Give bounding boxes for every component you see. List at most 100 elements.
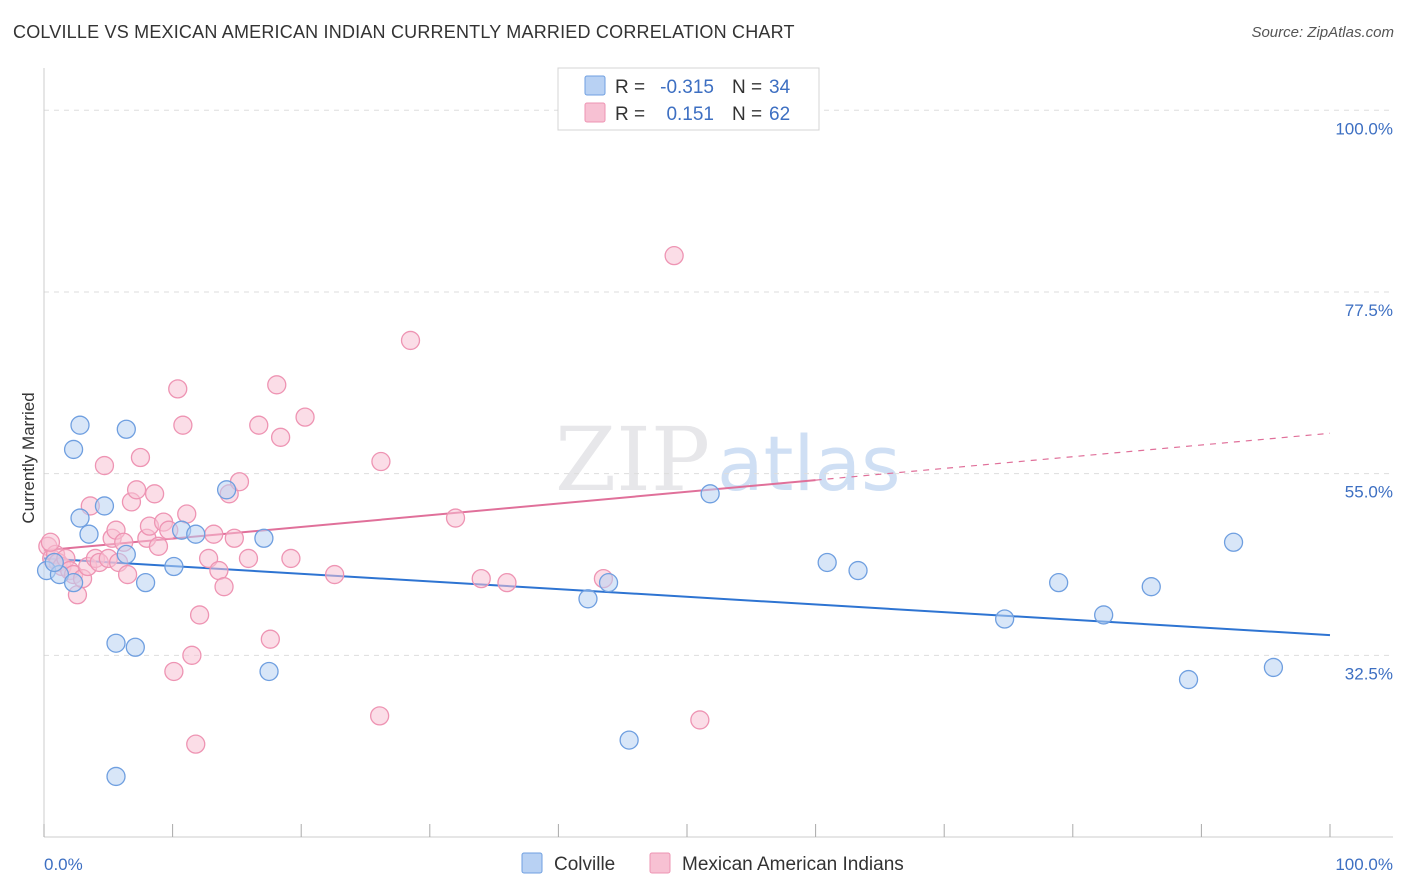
point-colville	[578, 589, 598, 609]
watermark-atlas: atlas	[717, 419, 901, 508]
bottom-legend-mexican: Mexican American Indians	[682, 854, 904, 875]
legend-n-label: N =	[732, 104, 762, 125]
legend-r-value: 0.151	[666, 104, 714, 125]
point-colville	[1094, 605, 1114, 625]
point-colville	[700, 484, 720, 504]
legend-box: R = -0.315 N = 34 R = 0.151 N = 62	[557, 67, 820, 131]
bottom-legend-colville: Colville	[554, 854, 615, 875]
point-colville	[106, 633, 126, 653]
y-tick-label: 55.0%	[1345, 483, 1393, 502]
y-tick-labels: 32.5% 55.0% 77.5% 100.0%	[1335, 119, 1393, 683]
point-mexican	[186, 734, 206, 754]
point-mexican	[690, 710, 710, 730]
point-colville	[598, 573, 619, 593]
y-tick-label: 100.0%	[1335, 119, 1393, 138]
point-mexican	[168, 379, 188, 399]
point-mexican	[267, 375, 287, 395]
legend-r-value: -0.315	[660, 77, 714, 98]
point-colville	[1141, 577, 1161, 597]
point-colville	[94, 496, 115, 516]
point-mexican	[238, 548, 259, 569]
y-axis-title: Currently Married	[19, 392, 38, 523]
point-mexican	[214, 577, 234, 597]
point-mexican	[260, 629, 280, 649]
y-tick-label: 77.5%	[1345, 301, 1393, 320]
point-colville	[125, 637, 145, 657]
source-label: Source: ZipAtlas.com	[1251, 24, 1394, 41]
point-colville	[259, 661, 279, 682]
point-mexican	[173, 415, 193, 435]
point-mexican	[369, 706, 390, 726]
point-mexican	[324, 564, 345, 585]
point-mexican	[189, 605, 210, 625]
bottom-legend-swatch-colville	[521, 852, 543, 874]
axes	[43, 68, 1393, 838]
point-colville	[1263, 657, 1284, 678]
x-tick-label-max: 100.0%	[1335, 855, 1393, 874]
watermark-zip: ZIP	[555, 408, 710, 511]
point-mexican	[182, 645, 202, 665]
point-colville	[63, 439, 84, 460]
x-tick-label-min: 0.0%	[44, 855, 83, 874]
point-colville	[1178, 669, 1199, 690]
legend-n-label: N =	[732, 77, 762, 98]
point-mexican	[249, 415, 269, 435]
point-colville	[164, 556, 184, 577]
point-mexican	[40, 532, 61, 552]
point-mexican	[497, 573, 517, 593]
point-mexican	[117, 564, 138, 585]
point-mexican	[148, 536, 169, 556]
point-mexican	[204, 524, 224, 544]
point-colville	[70, 415, 90, 435]
point-mexican	[130, 447, 151, 468]
point-colville	[1049, 573, 1069, 593]
point-colville	[186, 524, 206, 544]
point-mexican	[144, 484, 165, 504]
point-colville	[44, 552, 64, 573]
point-mexican	[209, 560, 229, 581]
point-mexican	[270, 427, 291, 447]
point-mexican	[445, 508, 466, 528]
point-colville	[817, 552, 837, 573]
legend-n-value: 62	[769, 104, 790, 125]
legend-swatch-colville	[584, 75, 606, 96]
point-mexican	[400, 330, 421, 351]
point-colville	[116, 419, 136, 439]
point-colville	[135, 573, 156, 593]
trend-line-mexican-extension	[815, 432, 1331, 481]
point-colville	[63, 573, 84, 593]
point-colville	[254, 528, 274, 548]
point-mexican	[224, 528, 244, 548]
bottom-legend-swatch-mexican	[649, 852, 671, 874]
point-colville	[216, 480, 237, 500]
point-colville	[106, 766, 126, 787]
trend-line-colville	[43, 557, 1331, 637]
point-mexican	[126, 480, 147, 500]
y-tick-label: 32.5%	[1345, 664, 1393, 683]
watermark: ZIP atlas	[555, 408, 901, 511]
point-colville	[619, 730, 639, 750]
gridlines	[44, 109, 1393, 656]
point-mexican	[177, 504, 197, 524]
point-mexican	[94, 455, 115, 476]
point-mexican	[664, 245, 684, 266]
point-colville	[70, 508, 90, 528]
legend-r-label: R =	[615, 77, 645, 98]
point-colville	[848, 560, 868, 581]
point-colville	[116, 544, 136, 565]
point-mexican	[295, 407, 315, 427]
bottom-legend: Colville Mexican American Indians	[521, 852, 904, 875]
point-mexican	[281, 548, 301, 569]
point-mexican	[471, 568, 491, 589]
point-mexican	[371, 451, 391, 472]
legend-n-value: 34	[769, 77, 791, 98]
legend-swatch-mexican	[584, 102, 606, 123]
point-colville	[994, 609, 1015, 629]
point-mexican	[164, 661, 184, 682]
point-colville	[1223, 532, 1244, 552]
legend-r-label: R =	[615, 104, 645, 125]
chart-title: COLVILLE VS MEXICAN AMERICAN INDIAN CURR…	[13, 22, 795, 42]
point-colville	[79, 524, 99, 544]
data-points	[36, 245, 1284, 787]
